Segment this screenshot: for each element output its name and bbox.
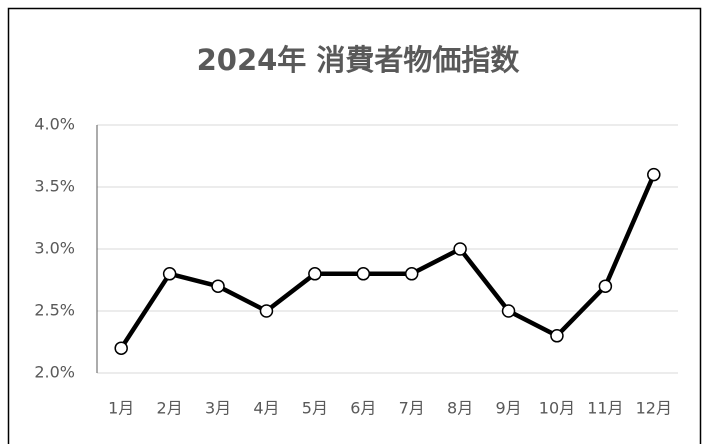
x-tick-label: 6月 — [350, 399, 376, 418]
x-tick-label: 8月 — [447, 399, 473, 418]
marker — [647, 167, 661, 182]
marker — [550, 329, 564, 343]
marker — [308, 267, 322, 281]
x-tick-label: 2月 — [157, 399, 183, 418]
line — [119, 173, 656, 350]
y-tick-label: 4.0% — [34, 115, 75, 134]
y-tick-label: 2.0% — [34, 363, 75, 382]
x-tick-label: 7月 — [399, 399, 425, 418]
marker — [453, 242, 467, 256]
marker — [404, 267, 419, 281]
x-tick-label: 10月 — [539, 399, 575, 418]
chart-title: 2024年 消費者物価指数 — [197, 43, 521, 77]
y-tick-label: 2.5% — [34, 301, 75, 320]
marker — [162, 267, 177, 281]
x-tick-label: 3月 — [205, 399, 231, 418]
x-tick-label: 1月 — [108, 399, 134, 418]
marker — [598, 279, 613, 293]
marker — [501, 304, 516, 318]
x-tick-label: 11月 — [587, 399, 623, 418]
x-tick-label: 4月 — [253, 399, 279, 418]
marker — [211, 279, 225, 293]
y-tick-label: 3.5% — [34, 177, 75, 196]
y-tick-label: 3.0% — [34, 239, 75, 258]
marker — [114, 341, 128, 355]
marker — [259, 304, 274, 318]
marker — [356, 267, 371, 281]
x-tick-label: 12月 — [636, 399, 672, 418]
chart-frame — [7, 7, 702, 444]
x-tick-label: 5月 — [302, 399, 328, 418]
x-tick-label: 9月 — [495, 399, 521, 418]
